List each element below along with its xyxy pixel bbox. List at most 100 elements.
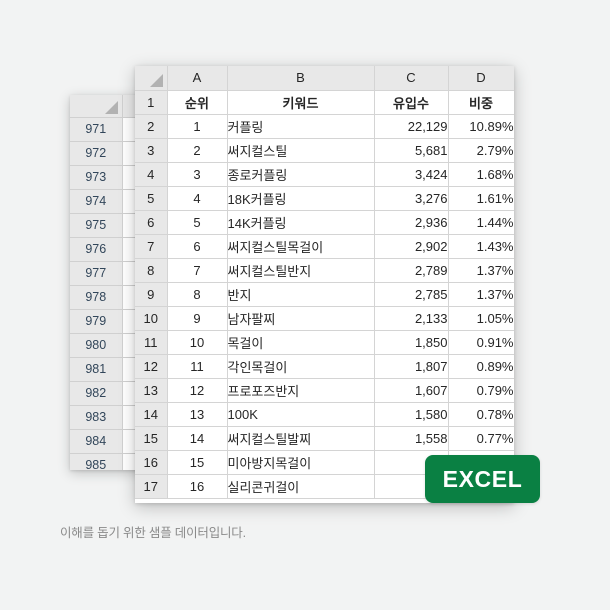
row-header[interactable]: 977 <box>70 261 123 286</box>
row-header[interactable]: 7 <box>135 234 168 259</box>
row-header[interactable]: 982 <box>70 381 123 406</box>
cell-share[interactable]: 1.37% <box>448 282 514 307</box>
row-header[interactable]: 985 <box>70 453 123 470</box>
cell-rank[interactable]: 15 <box>167 450 228 475</box>
column-header-a[interactable]: A <box>167 66 228 91</box>
table-header-row[interactable]: 1 순위 키워드 유입수 비중 <box>135 90 514 115</box>
row-header[interactable]: 16 <box>135 450 168 475</box>
cell-rank[interactable]: 6 <box>167 234 228 259</box>
cell-inflow[interactable]: 22,129 <box>374 114 449 139</box>
cell-rank[interactable]: 7 <box>167 258 228 283</box>
cell-share[interactable]: 0.91% <box>448 330 514 355</box>
cell-rank[interactable]: 16 <box>167 474 228 499</box>
row-header[interactable]: 978 <box>70 285 123 310</box>
cell-inflow[interactable]: 3,276 <box>374 186 449 211</box>
cell-keyword[interactable]: 프로포즈반지 <box>227 378 375 403</box>
table-row[interactable]: 11 10 목걸이 1,850 0.91% <box>135 330 514 355</box>
cell-keyword[interactable]: 써지컬스틸반지 <box>227 258 375 283</box>
row-header[interactable]: 10 <box>135 306 168 331</box>
table-row[interactable]: 16 15 미아방지목걸이 1,4 <box>135 450 514 475</box>
row-header[interactable]: 971 <box>70 117 123 142</box>
cell-inflow[interactable]: 1,580 <box>374 402 449 427</box>
cell-inflow[interactable]: 3,424 <box>374 162 449 187</box>
row-header[interactable]: 4 <box>135 162 168 187</box>
row-header[interactable]: 15 <box>135 426 168 451</box>
cell-share[interactable]: 1.44% <box>448 210 514 235</box>
cell-rank[interactable]: 12 <box>167 378 228 403</box>
cell-rank[interactable]: 3 <box>167 162 228 187</box>
row-header[interactable]: 13 <box>135 378 168 403</box>
row-header[interactable]: 2 <box>135 114 168 139</box>
cell-keyword[interactable]: 남자팔찌 <box>227 306 375 331</box>
row-header[interactable]: 17 <box>135 474 168 499</box>
table-row[interactable]: 7 6 써지컬스틸목걸이 2,902 1.43% <box>135 234 514 259</box>
cell-keyword[interactable]: 각인목걸이 <box>227 354 375 379</box>
table-row[interactable]: 977 <box>70 261 158 286</box>
column-header-c[interactable]: C <box>374 66 449 91</box>
column-header-b[interactable]: B <box>227 66 375 91</box>
cell-share[interactable]: 10.89% <box>448 114 514 139</box>
cell-inflow[interactable]: 2,936 <box>374 210 449 235</box>
cell-rank[interactable]: 14 <box>167 426 228 451</box>
row-header[interactable]: 12 <box>135 354 168 379</box>
row-header[interactable]: 979 <box>70 309 123 334</box>
cell-inflow[interactable]: 2,133 <box>374 306 449 331</box>
cell-rank[interactable]: 11 <box>167 354 228 379</box>
cell-inflow[interactable]: 1,807 <box>374 354 449 379</box>
cell-rank[interactable]: 13 <box>167 402 228 427</box>
table-row[interactable]: 15 14 써지컬스틸발찌 1,558 0.77% <box>135 426 514 451</box>
row-header[interactable]: 6 <box>135 210 168 235</box>
row-header[interactable]: 973 <box>70 165 123 190</box>
cell-share[interactable]: 0.78% <box>448 402 514 427</box>
cell-rank[interactable]: 9 <box>167 306 228 331</box>
cell-inflow[interactable]: 2,789 <box>374 258 449 283</box>
cell-keyword[interactable]: 100K <box>227 402 375 427</box>
row-header[interactable]: 976 <box>70 237 123 262</box>
cell-rank[interactable]: 2 <box>167 138 228 163</box>
table-row[interactable]: 6 5 14K커플링 2,936 1.44% <box>135 210 514 235</box>
header-cell-keyword[interactable]: 키워드 <box>227 90 375 115</box>
cell-inflow[interactable]: 2,785 <box>374 282 449 307</box>
cell-share[interactable]: 1.61% <box>448 186 514 211</box>
cell-keyword[interactable]: 실리콘귀걸이 <box>227 474 375 499</box>
table-row[interactable]: 983 <box>70 405 158 430</box>
cell-share[interactable]: 0.79% <box>448 378 514 403</box>
cell-share[interactable]: 0.77% <box>448 426 514 451</box>
cell-share[interactable]: 1.37% <box>448 258 514 283</box>
cell-keyword[interactable]: 써지컬스틸발찌 <box>227 426 375 451</box>
cell-share[interactable]: 1.05% <box>448 306 514 331</box>
row-header[interactable]: 981 <box>70 357 123 382</box>
cell-keyword[interactable]: 미아방지목걸이 <box>227 450 375 475</box>
cell-inflow[interactable]: 2,902 <box>374 234 449 259</box>
table-row[interactable]: 5 4 18K커플링 3,276 1.61% <box>135 186 514 211</box>
header-cell-inflow[interactable]: 유입수 <box>374 90 449 115</box>
row-header[interactable]: 3 <box>135 138 168 163</box>
table-row[interactable]: 10 9 남자팔찌 2,133 1.05% <box>135 306 514 331</box>
cell-keyword[interactable]: 목걸이 <box>227 330 375 355</box>
row-header[interactable]: 9 <box>135 282 168 307</box>
header-cell-rank[interactable]: 순위 <box>167 90 228 115</box>
foreground-spreadsheet[interactable]: A B C D 1 순위 키워드 유입수 비중 2 1 <box>135 66 514 503</box>
row-header[interactable]: 5 <box>135 186 168 211</box>
table-row[interactable]: 12 11 각인목걸이 1,807 0.89% <box>135 354 514 379</box>
row-header[interactable]: 983 <box>70 405 123 430</box>
cell-keyword[interactable]: 종로커플링 <box>227 162 375 187</box>
cell-share[interactable]: 1.68% <box>448 162 514 187</box>
cell-keyword[interactable]: 써지컬스틸목걸이 <box>227 234 375 259</box>
row-header[interactable]: 980 <box>70 333 123 358</box>
table-row[interactable]: 4 3 종로커플링 3,424 1.68% <box>135 162 514 187</box>
table-row[interactable]: 13 12 프로포즈반지 1,607 0.79% <box>135 378 514 403</box>
cell-inflow[interactable]: 1,850 <box>374 330 449 355</box>
table-row[interactable]: 3 2 써지컬스틸 5,681 2.79% <box>135 138 514 163</box>
row-header[interactable]: 984 <box>70 429 123 454</box>
row-header[interactable]: 14 <box>135 402 168 427</box>
cell-rank[interactable]: 1 <box>167 114 228 139</box>
cell-keyword[interactable]: 커플링 <box>227 114 375 139</box>
cell-keyword[interactable]: 써지컬스틸 <box>227 138 375 163</box>
cell-inflow[interactable]: 1,607 <box>374 378 449 403</box>
table-row[interactable]: 9 8 반지 2,785 1.37% <box>135 282 514 307</box>
cell-rank[interactable]: 10 <box>167 330 228 355</box>
cell-inflow[interactable]: 1,558 <box>374 426 449 451</box>
header-cell-share[interactable]: 비중 <box>448 90 514 115</box>
column-header-d[interactable]: D <box>448 66 514 91</box>
